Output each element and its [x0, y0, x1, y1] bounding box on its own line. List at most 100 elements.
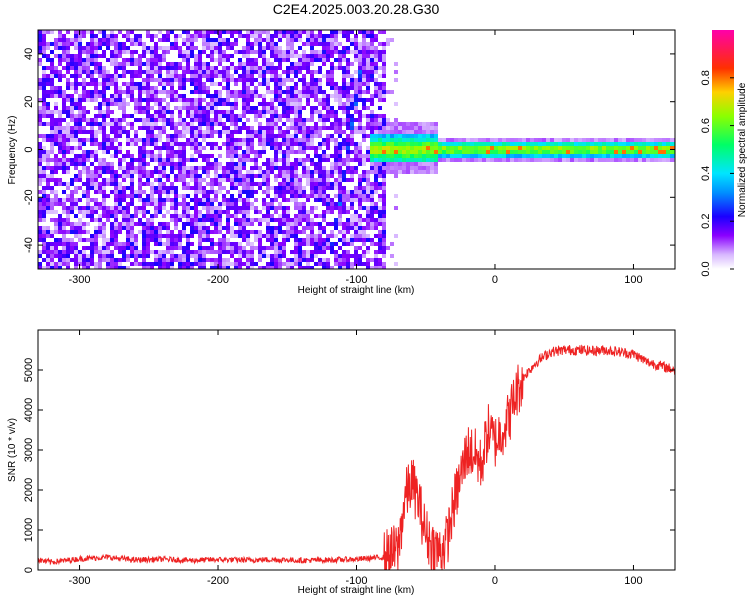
spectrogram-cell	[650, 154, 654, 158]
spectrogram-cell	[334, 154, 338, 158]
spectrogram-cell	[146, 198, 150, 202]
spectrogram-cell	[250, 30, 254, 34]
spectrogram-cell	[98, 82, 102, 86]
spectrogram-cell	[266, 90, 270, 94]
spectrogram-cell	[234, 102, 238, 106]
spectrogram-cell	[98, 222, 102, 226]
spectrogram-cell	[202, 114, 206, 118]
spectrogram-cell	[394, 262, 398, 266]
spectrogram-cell	[338, 254, 342, 258]
spectrogram-cell	[42, 218, 46, 222]
spectrogram-cell	[102, 170, 106, 174]
spectrogram-cell	[218, 238, 222, 242]
spectrogram-cell	[374, 90, 378, 94]
spectrogram-cell	[170, 158, 174, 162]
spectrogram-cell	[298, 242, 302, 246]
spectrogram-cell	[38, 98, 42, 102]
spectrogram-cell	[194, 158, 198, 162]
spectrogram-cell	[270, 262, 274, 266]
spectrogram-cell	[502, 138, 506, 142]
spectrogram-cell	[590, 154, 594, 158]
spectrogram-cell	[66, 210, 70, 214]
spectrogram-cell	[194, 110, 198, 114]
spectrogram-cell	[174, 214, 178, 218]
spectrogram-cell	[226, 90, 230, 94]
spectrogram-cell	[210, 242, 214, 246]
spectrogram-cell	[110, 266, 114, 269]
spectrogram-cell	[450, 146, 454, 150]
spectrogram-cell	[78, 110, 82, 114]
spectrogram-cell	[62, 154, 66, 158]
spectrogram-cell	[250, 246, 254, 250]
spectrogram-cell	[202, 254, 206, 258]
spectrogram-cell	[302, 162, 306, 166]
spectrogram-cell	[74, 134, 78, 138]
spectrogram-cell	[234, 98, 238, 102]
spectrogram-cell	[350, 178, 354, 182]
spectrogram-cell	[66, 182, 70, 186]
spectrogram-cell	[106, 98, 110, 102]
spectrogram-cell	[298, 38, 302, 42]
spectrogram-cell	[198, 198, 202, 202]
spectrogram-cell	[170, 66, 174, 70]
spectrogram-cell	[142, 162, 146, 166]
spectrogram-cell	[162, 234, 166, 238]
spectrogram-cell	[114, 234, 118, 238]
spectrogram-cell	[178, 114, 182, 118]
spectrogram-cell	[202, 30, 206, 34]
spectrogram-cell	[82, 106, 86, 110]
spectrogram-cell	[534, 142, 538, 146]
spectrogram-cell	[278, 206, 282, 210]
spectrogram-cell	[358, 162, 362, 166]
spectrogram-cell	[182, 230, 186, 234]
spectrogram-cell	[158, 134, 162, 138]
spectrogram-cell	[118, 174, 122, 178]
spectrogram-cell	[250, 190, 254, 194]
spectrogram-cell	[246, 130, 250, 134]
spectrogram-cell	[162, 118, 166, 122]
spectrogram-cell	[146, 238, 150, 242]
spectrogram-cell	[298, 78, 302, 82]
spectrogram-cell	[318, 154, 322, 158]
spectrogram-cell	[306, 218, 310, 222]
spectrogram-cell	[90, 234, 94, 238]
spectrogram-cell	[322, 58, 326, 62]
spectrogram-cell	[330, 186, 334, 190]
spectrogram-cell	[54, 74, 58, 78]
spectrogram-cell	[270, 118, 274, 122]
spectrogram-cell	[94, 42, 98, 46]
spectrogram-cell	[266, 118, 270, 122]
spectrogram-cell	[274, 254, 278, 258]
spectrogram-cell	[334, 94, 338, 98]
spectrogram-cell	[346, 242, 350, 246]
spectrogram-cell	[218, 210, 222, 214]
spectrogram-cell	[226, 82, 230, 86]
spectrogram-cell	[210, 42, 214, 46]
spectrogram-cell	[338, 154, 342, 158]
spectrogram-cell	[214, 250, 218, 254]
spectrogram-cell	[350, 222, 354, 226]
spectrogram-cell	[286, 34, 290, 38]
spectrogram-cell	[522, 150, 526, 154]
spectrogram-cell	[278, 38, 282, 42]
spectrogram-cell	[78, 130, 82, 134]
spectrogram-cell	[274, 30, 278, 34]
spectrogram-cell	[130, 226, 134, 230]
spectrogram-cell	[306, 82, 310, 86]
spectrogram-cell	[170, 142, 174, 146]
spectrogram-cell	[198, 102, 202, 106]
spectrogram-cell	[322, 246, 326, 250]
spectrogram-cell	[238, 66, 242, 70]
spectrogram-cell	[174, 226, 178, 230]
spectrogram-cell	[94, 154, 98, 158]
spectrogram-cell	[306, 54, 310, 58]
spectrogram-cell	[374, 174, 378, 178]
spectrogram-cell	[46, 258, 50, 262]
spectrogram-cell	[90, 218, 94, 222]
spectrogram-cell	[502, 146, 506, 150]
spectrogram-cell	[110, 142, 114, 146]
spectrogram-cell	[190, 110, 194, 114]
spectrogram-cell	[170, 166, 174, 170]
spectrogram-cell	[42, 90, 46, 94]
